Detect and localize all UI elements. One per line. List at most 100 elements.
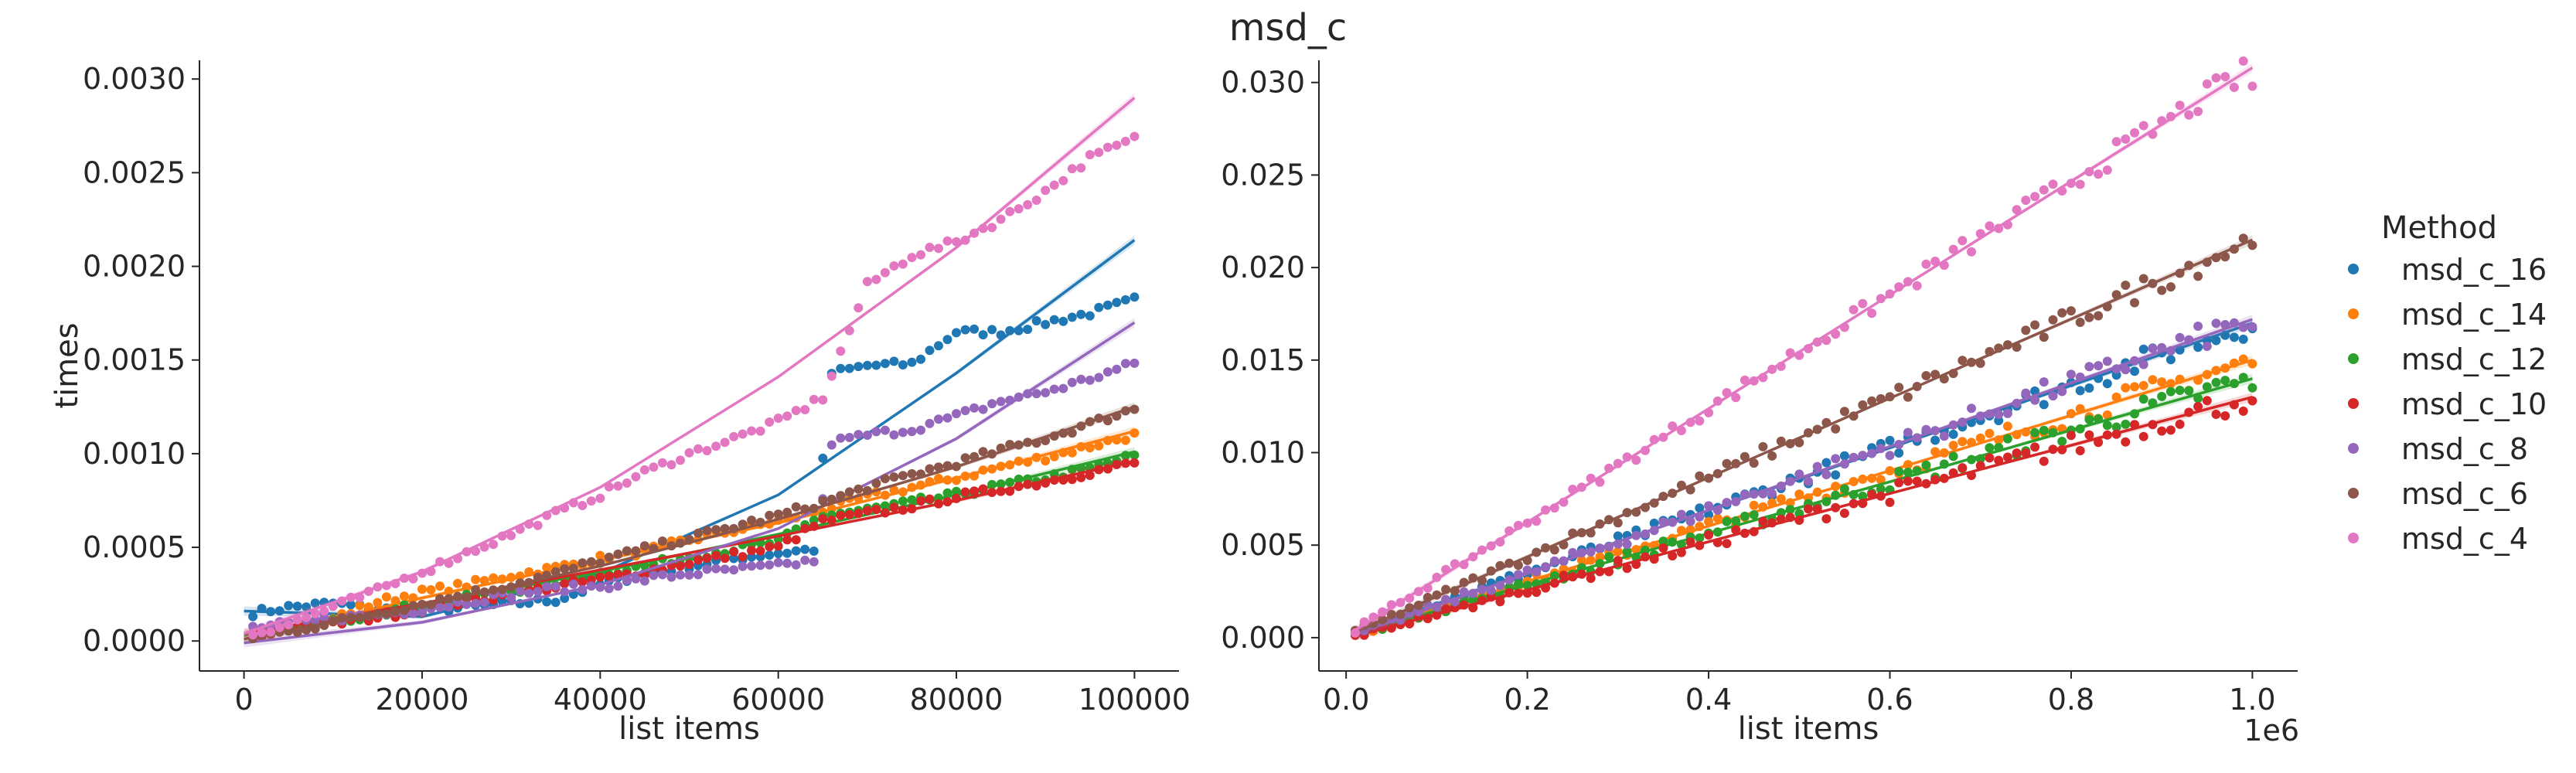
data-point-msd-c-6 xyxy=(1067,428,1077,438)
data-point-msd-c-10 xyxy=(1731,525,1741,535)
data-point-msd-c-6 xyxy=(2130,298,2139,308)
data-point-msd-c-10 xyxy=(782,535,792,545)
data-point-msd-c-6 xyxy=(765,510,775,520)
x-tick-label: 20000 xyxy=(376,683,469,717)
data-point-msd-c-6 xyxy=(907,468,917,478)
data-point-msd-c-4 xyxy=(987,223,997,233)
data-point-msd-c-4 xyxy=(791,406,801,415)
data-point-msd-c-8 xyxy=(960,406,970,416)
data-point-msd-c-4 xyxy=(1631,455,1641,465)
data-point-msd-c-8 xyxy=(782,558,792,568)
data-point-msd-c-6 xyxy=(2165,282,2176,292)
data-point-msd-c-4 xyxy=(800,405,810,414)
data-point-msd-c-14 xyxy=(1085,443,1095,453)
data-point-msd-c-8 xyxy=(506,593,516,602)
data-point-msd-c-4 xyxy=(1967,247,1976,257)
data-point-msd-c-12 xyxy=(907,495,917,505)
data-point-msd-c-14 xyxy=(2138,380,2148,390)
data-point-msd-c-10 xyxy=(826,515,837,525)
data-point-msd-c-4 xyxy=(1085,150,1095,160)
data-point-msd-c-8 xyxy=(462,599,472,609)
data-point-msd-c-16 xyxy=(1948,429,1958,439)
data-point-msd-c-16 xyxy=(765,550,775,560)
data-point-msd-c-12 xyxy=(2102,421,2112,431)
data-point-msd-c-14 xyxy=(2111,392,2121,402)
data-point-msd-c-8 xyxy=(889,430,899,440)
data-point-msd-c-16 xyxy=(1067,312,1077,322)
data-point-msd-c-4 xyxy=(2021,196,2031,205)
data-point-msd-c-8 xyxy=(800,555,810,565)
data-point-msd-c-16 xyxy=(1130,292,1140,302)
data-point-msd-c-10 xyxy=(765,542,775,552)
data-point-msd-c-4 xyxy=(1049,180,1059,190)
data-point-msd-c-4 xyxy=(1031,196,1041,205)
data-point-msd-c-10 xyxy=(2138,431,2148,441)
data-point-msd-c-12 xyxy=(1739,511,1750,521)
data-point-msd-c-10 xyxy=(960,487,970,497)
data-point-msd-c-8 xyxy=(1994,410,2004,419)
legend-label: msd_c_16 xyxy=(2401,253,2547,287)
data-point-msd-c-6 xyxy=(2021,325,2031,335)
data-point-msd-c-8 xyxy=(1568,547,1578,557)
data-point-msd-c-8 xyxy=(765,560,775,570)
data-point-msd-c-6 xyxy=(639,541,649,551)
data-point-msd-c-8 xyxy=(934,414,943,424)
data-point-msd-c-4 xyxy=(489,540,499,550)
data-point-msd-c-8 xyxy=(2057,386,2067,397)
data-point-msd-c-8 xyxy=(2021,388,2031,398)
data-point-msd-c-4 xyxy=(1120,136,1130,146)
data-point-msd-c-16 xyxy=(818,453,828,463)
data-point-msd-c-12 xyxy=(2165,386,2176,397)
data-point-msd-c-14 xyxy=(1049,451,1059,461)
data-point-msd-c-4 xyxy=(1695,416,1705,426)
data-point-msd-c-8 xyxy=(2102,356,2112,366)
data-point-msd-c-16 xyxy=(969,324,980,334)
data-point-msd-c-10 xyxy=(684,560,694,570)
data-point-msd-c-4 xyxy=(755,426,765,436)
data-point-msd-c-16 xyxy=(836,363,846,373)
data-point-msd-c-4 xyxy=(862,277,872,287)
data-point-msd-c-4 xyxy=(2039,185,2049,195)
data-point-msd-c-4 xyxy=(2238,56,2248,66)
data-point-msd-c-6 xyxy=(747,516,757,525)
y-tick-label: 0.0015 xyxy=(83,343,186,377)
data-point-msd-c-4 xyxy=(586,496,596,506)
data-point-msd-c-10 xyxy=(791,535,801,545)
data-point-msd-c-16 xyxy=(1930,435,1941,445)
legend-label: msd_c_14 xyxy=(2401,298,2547,332)
legend-items: msd_c_16 msd_c_14 msd_c_12 msd_c_10 msd_c_8m… xyxy=(2348,253,2547,556)
data-point-msd-c-8 xyxy=(2211,318,2221,329)
y-tick-label: 0.000 xyxy=(1221,621,1305,655)
trend-line-msd-c-14 xyxy=(1354,359,2253,635)
data-point-msd-c-4 xyxy=(702,446,712,455)
data-point-msd-c-14 xyxy=(1958,437,1968,447)
data-point-msd-c-16 xyxy=(542,597,552,607)
trend-line-msd-c-10 xyxy=(1354,396,2253,638)
data-point-msd-c-8 xyxy=(720,564,730,574)
data-point-msd-c-4 xyxy=(826,371,837,381)
data-point-msd-c-4 xyxy=(773,414,783,423)
data-point-msd-c-16 xyxy=(800,544,810,554)
data-point-msd-c-10 xyxy=(1704,530,1714,540)
data-point-msd-c-4 xyxy=(880,267,890,278)
data-point-msd-c-16 xyxy=(907,357,917,367)
data-point-msd-c-14 xyxy=(1930,447,1941,457)
data-point-msd-c-10 xyxy=(1722,539,1732,549)
data-point-msd-c-8 xyxy=(2138,359,2148,369)
data-point-msd-c-14 xyxy=(1948,441,1958,451)
data-point-msd-c-16 xyxy=(2130,366,2139,376)
data-point-msd-c-8 xyxy=(2238,322,2248,332)
legend: Method msd_c_16 msd_c_14 msd_c_12 msd_c_10m… xyxy=(2348,210,2547,556)
data-point-msd-c-4 xyxy=(676,455,685,465)
data-point-msd-c-4 xyxy=(2121,134,2131,144)
data-point-msd-c-4 xyxy=(996,214,1006,224)
data-point-msd-c-14 xyxy=(1712,513,1722,523)
data-point-msd-c-8 xyxy=(533,587,543,597)
data-point-msd-c-10 xyxy=(578,577,588,587)
data-point-msd-c-6 xyxy=(871,478,881,489)
data-point-msd-c-4 xyxy=(2048,179,2058,189)
data-point-msd-c-16 xyxy=(292,601,302,611)
data-point-msd-c-10 xyxy=(2220,411,2230,421)
data-point-msd-c-8 xyxy=(755,560,765,570)
data-point-msd-c-4 xyxy=(2138,121,2148,131)
